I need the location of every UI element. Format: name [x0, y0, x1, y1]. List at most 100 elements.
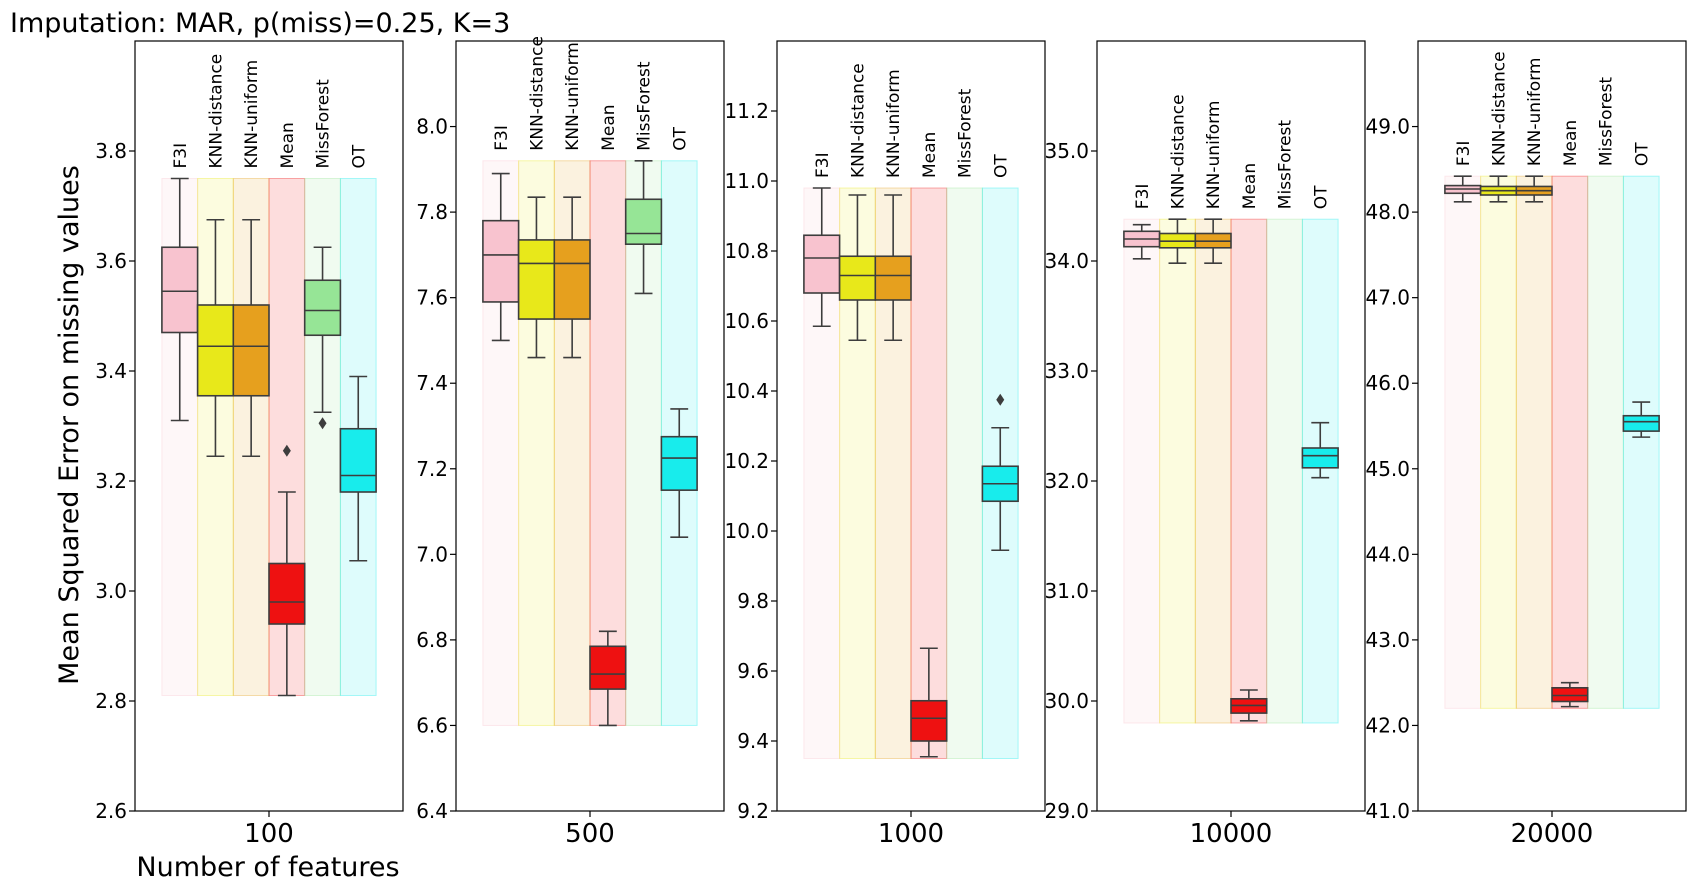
method-label-knn-distance: KNN-distance	[206, 54, 226, 169]
box-knn-distance	[1479, 175, 1518, 203]
method-band-knn-uniform	[1515, 175, 1553, 709]
panel-20000: F3I KNN-distance KNN-uniform Mean MissForest…	[1365, 40, 1687, 849]
y-tick-label: 9.6	[737, 659, 769, 683]
box-f3i	[803, 187, 841, 328]
y-tick-label: 7.6	[416, 286, 448, 310]
x-tick-label: 10000	[1190, 819, 1273, 849]
x-tick-label: 20000	[1511, 819, 1594, 849]
method-label-f3i: F3I	[171, 143, 191, 169]
method-label-f3i: F3I	[492, 125, 512, 151]
box-knn-uniform	[874, 194, 912, 342]
y-tick-label: 7.2	[416, 457, 448, 481]
x-tick-label: 1000	[878, 819, 944, 849]
iqr-box	[910, 699, 948, 742]
y-tick-label: 10.6	[724, 309, 769, 333]
iqr-box	[589, 645, 627, 690]
box-missforest	[303, 246, 342, 430]
method-band-missforest	[304, 178, 341, 696]
box-knn-distance	[838, 194, 877, 342]
y-tick-label: 42.0	[1365, 713, 1410, 737]
box-mean	[268, 444, 306, 697]
y-tick-label: 10.4	[724, 379, 769, 403]
x-tick-label: 100	[244, 819, 294, 849]
method-label-mean: Mean	[1240, 163, 1260, 209]
method-band-f3i	[1444, 175, 1482, 709]
method-label-knn-uniform: KNN-uniform	[1525, 58, 1545, 167]
iqr-box	[553, 239, 591, 320]
box-missforest	[624, 159, 663, 295]
box-knn-uniform	[1194, 218, 1232, 265]
method-band-ot	[1622, 175, 1660, 709]
y-tick-label: 6.6	[416, 713, 448, 737]
box-mean	[1230, 689, 1268, 722]
method-label-knn-uniform: KNN-uniform	[884, 69, 904, 178]
panel-500: F3I KNN-distance KNN-uniform Mean MissForest…	[416, 36, 725, 849]
box-knn-uniform	[553, 196, 591, 359]
y-tick-label: 35.0	[1044, 139, 1089, 163]
y-tick-label: 48.0	[1365, 200, 1410, 224]
iqr-box	[161, 246, 199, 334]
panels-group: F3I KNN-distance KNN-uniform Mean MissForest…	[95, 36, 1687, 849]
y-tick-label: 46.0	[1365, 371, 1410, 395]
y-tick-label: 7.8	[416, 200, 448, 224]
method-label-f3i: F3I	[813, 152, 833, 178]
method-band-mean	[1551, 175, 1589, 709]
panel-1000: F3I KNN-distance KNN-uniform Mean MissForest…	[724, 40, 1046, 849]
box-ot	[339, 375, 377, 562]
y-tick-label: 3.4	[95, 359, 127, 383]
outlier-marker	[996, 393, 1005, 406]
y-tick-label: 2.8	[95, 689, 127, 713]
iqr-box	[838, 255, 877, 301]
outlier-marker	[318, 417, 327, 430]
x-tick-label: 500	[565, 819, 615, 849]
box-f3i	[482, 172, 520, 342]
outlier-marker	[282, 444, 291, 457]
y-tick-label: 10.2	[724, 449, 769, 473]
box-knn-uniform	[232, 218, 270, 458]
panel-10000: F3I KNN-distance KNN-uniform Mean MissForest…	[1044, 40, 1366, 849]
method-band-knn-distance	[1480, 175, 1517, 709]
y-tick-label: 30.0	[1044, 689, 1089, 713]
y-tick-label: 3.0	[95, 579, 127, 603]
method-label-knn-uniform: KNN-uniform	[563, 42, 583, 151]
y-tick-label: 6.4	[416, 799, 448, 823]
y-tick-label: 8.0	[416, 115, 448, 139]
iqr-box	[1301, 447, 1339, 469]
method-label-mean: Mean	[1561, 120, 1581, 166]
y-tick-label: 7.0	[416, 542, 448, 566]
y-tick-label: 2.6	[95, 799, 127, 823]
method-label-missforest: MissForest	[635, 61, 655, 151]
y-tick-label: 9.8	[737, 589, 769, 613]
method-label-ot: OT	[1311, 185, 1331, 209]
y-tick-label: 29.0	[1044, 799, 1089, 823]
box-ot	[660, 408, 698, 539]
y-tick-label: 43.0	[1365, 628, 1410, 652]
y-tick-label: 33.0	[1044, 359, 1089, 383]
method-band-mean	[1230, 218, 1268, 724]
box-knn-distance	[196, 218, 235, 458]
method-label-mean: Mean	[599, 104, 619, 150]
method-label-missforest: MissForest	[1276, 120, 1296, 210]
y-tick-label: 47.0	[1365, 286, 1410, 310]
y-tick-label: 3.8	[95, 139, 127, 163]
method-label-missforest: MissForest	[956, 88, 976, 178]
method-label-ot: OT	[1632, 142, 1652, 166]
method-label-f3i: F3I	[1133, 184, 1153, 210]
iqr-box	[268, 562, 306, 625]
iqr-box	[874, 255, 912, 301]
iqr-box	[196, 304, 235, 397]
method-label-knn-uniform: KNN-uniform	[1204, 101, 1224, 210]
iqr-box	[517, 239, 556, 320]
method-label-knn-distance: KNN-distance	[527, 36, 547, 151]
iqr-box	[660, 435, 698, 491]
box-ot	[981, 393, 1019, 552]
iqr-box	[1551, 686, 1589, 703]
y-tick-label: 7.4	[416, 371, 448, 395]
method-label-knn-uniform: KNN-uniform	[242, 60, 262, 169]
y-tick-label: 41.0	[1365, 799, 1410, 823]
y-tick-label: 6.8	[416, 628, 448, 652]
method-label-missforest: MissForest	[1597, 77, 1617, 167]
method-label-knn-distance: KNN-distance	[1489, 51, 1509, 166]
method-band-missforest	[1587, 175, 1624, 709]
